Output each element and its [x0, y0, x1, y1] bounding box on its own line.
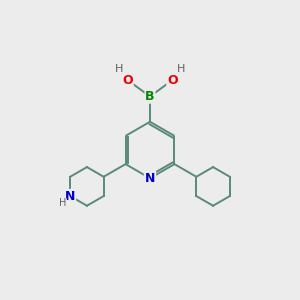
- Text: H: H: [59, 199, 67, 208]
- Text: H: H: [177, 64, 185, 74]
- Text: N: N: [65, 190, 75, 202]
- Text: H: H: [115, 64, 123, 74]
- Text: N: N: [145, 172, 155, 185]
- Text: O: O: [167, 74, 178, 87]
- Text: B: B: [145, 90, 155, 103]
- Text: O: O: [122, 74, 133, 87]
